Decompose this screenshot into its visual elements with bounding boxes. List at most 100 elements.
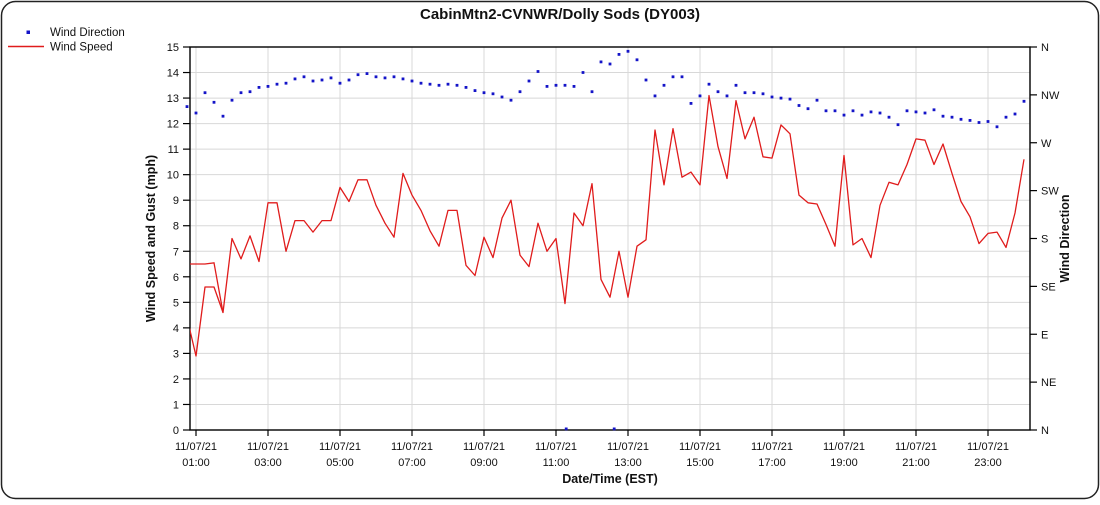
x-tick-date-label: 11/07/21 [607,441,649,453]
wind-direction-dot [527,79,531,83]
y-axis-tick-label: 8 [173,221,179,233]
x-tick-time-label: 01:00 [182,457,210,469]
x-tick-date-label: 11/07/21 [391,441,433,453]
legend: Wind Direction Wind Speed [8,27,125,54]
wind-direction-dot [689,102,693,105]
wind-direction-dot [878,111,882,115]
wind-direction-dot [437,83,441,87]
wind-direction-dot [572,85,576,88]
wind-direction-dot [644,78,648,82]
wind-direction-dot [554,83,558,87]
x-tick-date-label: 11/07/21 [319,441,361,453]
wind-direction-dot [968,119,972,122]
chart-title: CabinMtn2-CVNWR/Dolly Sods (DY003) [420,6,700,23]
wind-direction-dot [698,94,702,98]
right-axis-tick-label: SE [1041,281,1056,293]
wind-direction-dot [833,109,837,113]
wind-direction-dot [518,90,522,94]
wind-direction-dot [950,115,954,119]
wind-direction-dot [329,76,333,80]
y-axis-tick-label: 0 [173,425,179,437]
wind-direction-dot [779,96,783,100]
wind-direction-dot [671,75,675,79]
right-axis-tick-label: N [1041,42,1049,54]
y-axis-tick-label: 11 [168,144,179,156]
wind-speed-legend-label: Wind Speed [50,42,113,54]
wind-direction-dot [797,104,801,107]
y-axis-tick-label: 6 [173,272,179,284]
wind-direction-dot [410,79,414,83]
y-axis-tick-label: 4 [173,323,179,335]
wind-direction-dot [788,97,792,101]
wind-direction-dot [536,70,540,73]
x-tick-time-label: 21:00 [902,457,930,469]
right-axis-tick-label: N [1041,425,1049,437]
wind-direction-dot [203,91,207,95]
wind-direction-dot [662,83,666,87]
wind-direction-dot [185,105,189,108]
wind-direction-dot [923,111,927,115]
wind-direction-dot [428,82,432,86]
wind-direction-dot [347,78,351,82]
wind-direction-dot [680,75,684,79]
x-axis-title: Date/Time (EST) [562,472,658,486]
y-axis-right-title: Wind Direction [1058,194,1072,282]
wind-direction-dot [221,114,225,118]
wind-direction-dot [383,76,387,80]
x-tick-time-label: 11:00 [543,457,570,469]
wind-direction-dot [563,83,567,87]
x-tick-date-label: 11/07/21 [247,441,289,453]
wind-direction-dot [806,107,810,111]
wind-direction-dot [653,94,657,98]
wind-speed-line [190,94,1025,357]
wind-direction-dot [320,78,324,82]
wind-direction-dot [707,82,711,86]
wind-direction-dot [284,81,288,85]
wind-direction-dot [590,90,594,94]
wind-direction-dot [392,75,396,79]
wind-direction-dot [257,86,261,89]
right-axis-tick-label: E [1041,329,1048,341]
wind-direction-dot [977,121,981,124]
wind-direction-dot [626,49,630,53]
right-axis-tick-label: SW [1041,186,1059,198]
wind-direction-dot [338,81,342,85]
wind-direction-dot [599,60,603,64]
y-axis-tick-label: 3 [173,348,179,360]
x-tick-date-label: 11/07/21 [175,441,217,453]
wind-direction-dot [914,110,918,114]
right-axis-tick-label: W [1041,138,1052,150]
x-tick-time-label: 13:00 [614,457,642,469]
wind-direction-dot [734,83,738,87]
x-tick-time-label: 07:00 [398,457,426,469]
y-axis-tick-label: 5 [173,297,179,309]
x-tick-time-label: 09:00 [470,457,498,469]
wind-direction-dot [491,92,495,96]
wind-direction-dot [293,77,297,81]
wind-direction-dot [230,98,234,102]
y-axis-tick-label: 13 [167,93,179,105]
x-tick-date-label: 11/07/21 [679,441,721,453]
right-axis-tick-label: NE [1041,377,1056,389]
x-tick-date-label: 11/07/21 [895,441,937,453]
wind-direction-dot [194,111,198,115]
wind-direction-dot [266,85,270,88]
wind-direction-dot [608,62,612,66]
wind-direction-dot [464,86,468,89]
wind-direction-dot [635,58,639,62]
wind-gust-line [190,262,224,313]
wind-direction-dot [743,91,747,95]
x-tick-time-label: 05:00 [326,457,354,469]
y-axis-tick-label: 15 [167,42,179,54]
y-axis-tick-label: 12 [167,119,179,131]
wind-direction-dot [725,94,729,98]
wind-direction-dot [564,427,568,431]
wind-direction-dot [500,95,504,99]
x-tick-date-label: 11/07/21 [751,441,793,453]
x-tick-time-label: 23:00 [974,457,1002,469]
wind-direction-dot [302,75,306,79]
wind-direction-dot [824,109,828,113]
wind-direction-dot [761,92,765,96]
